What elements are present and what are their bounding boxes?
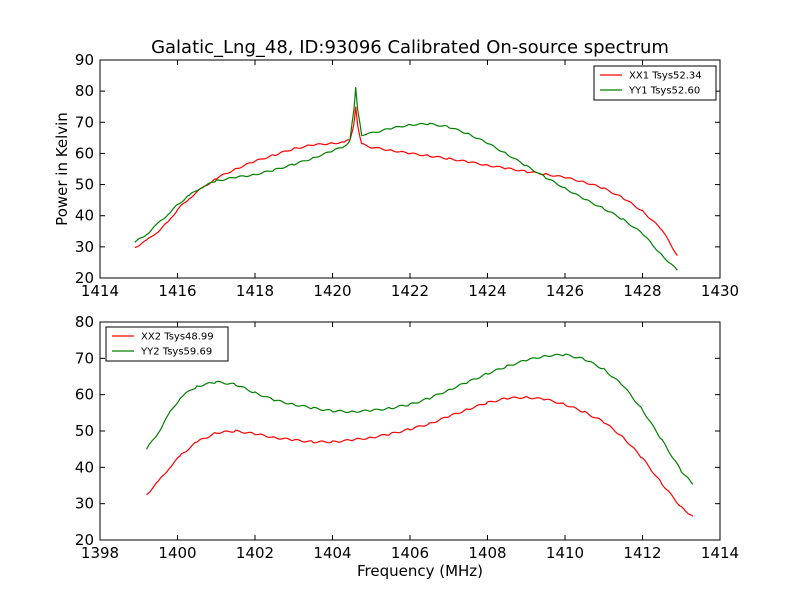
y-tick-label: 60 <box>75 144 94 162</box>
x-tick-label: 1420 <box>313 282 351 300</box>
y-tick-label: 30 <box>75 238 94 256</box>
y-tick-label: 80 <box>75 82 94 100</box>
chart-title: Galatic_Lng_48, ID:93096 Calibrated On-s… <box>151 37 669 58</box>
x-tick-label: 1398 <box>81 544 119 562</box>
x-tick-label: 1400 <box>158 544 196 562</box>
x-tick-label: 1424 <box>468 282 506 300</box>
x-tick-label: 1402 <box>236 544 274 562</box>
x-tick-label: 1406 <box>391 544 429 562</box>
x-tick-label: 1410 <box>546 544 584 562</box>
legend-box <box>593 65 717 101</box>
y-tick-label: 40 <box>75 458 94 476</box>
legend-entry: XX2 Tsys48.99 <box>141 332 214 343</box>
x-tick-label: 1414 <box>701 544 739 562</box>
x-tick-label: 1414 <box>81 282 119 300</box>
legend-entry: YY1 Tsys52.60 <box>628 86 700 97</box>
x-tick-label: 1416 <box>158 282 196 300</box>
legend: XX1 Tsys52.34 YY1 Tsys52.60 <box>593 65 717 101</box>
x-tick-label: 1428 <box>623 282 661 300</box>
y-axis-label: Power in Kelvin <box>53 112 71 226</box>
y-tick-label: 50 <box>75 422 94 440</box>
y-tick-label: 50 <box>75 176 94 194</box>
x-tick-label: 1426 <box>546 282 584 300</box>
y-tick-label: 70 <box>75 113 94 131</box>
legend: XX2 Tsys48.99 YY2 Tsys59.69 <box>105 326 229 362</box>
series-line-1-2 <box>134 86 678 271</box>
x-tick-label: 1412 <box>623 544 661 562</box>
y-tick-label: 70 <box>75 349 94 367</box>
y-tick-label: 20 <box>75 269 94 287</box>
y-tick-label: 30 <box>75 495 94 513</box>
x-axis-label: Frequency (MHz) <box>357 562 483 580</box>
series-line-2-2 <box>145 353 694 485</box>
x-tick-label: 1418 <box>236 282 274 300</box>
bottom-panel: 1398 1400 1402 1404 1406 1408 1410 1412 1414 20 30… <box>75 313 739 580</box>
legend-entry: XX1 Tsys52.34 <box>629 71 702 82</box>
legend-box <box>105 326 229 362</box>
legend-entry: YY2 Tsys59.69 <box>140 347 212 358</box>
series-line-1-1 <box>134 106 678 256</box>
y-tick-label: 20 <box>75 531 94 549</box>
series-line-2-1 <box>146 395 694 517</box>
x-tick-label: 1430 <box>701 282 739 300</box>
x-tick-label: 1408 <box>468 544 506 562</box>
x-tick-label: 1422 <box>391 282 429 300</box>
y-tick-label: 80 <box>75 313 94 331</box>
x-tick-label: 1404 <box>313 544 351 562</box>
y-tick-label: 90 <box>75 51 94 69</box>
y-tick-label: 60 <box>75 386 94 404</box>
y-tick-label: 40 <box>75 207 94 225</box>
top-panel: 1414 1416 1418 1420 1422 1424 1426 1428 1430 20 30… <box>53 51 739 300</box>
